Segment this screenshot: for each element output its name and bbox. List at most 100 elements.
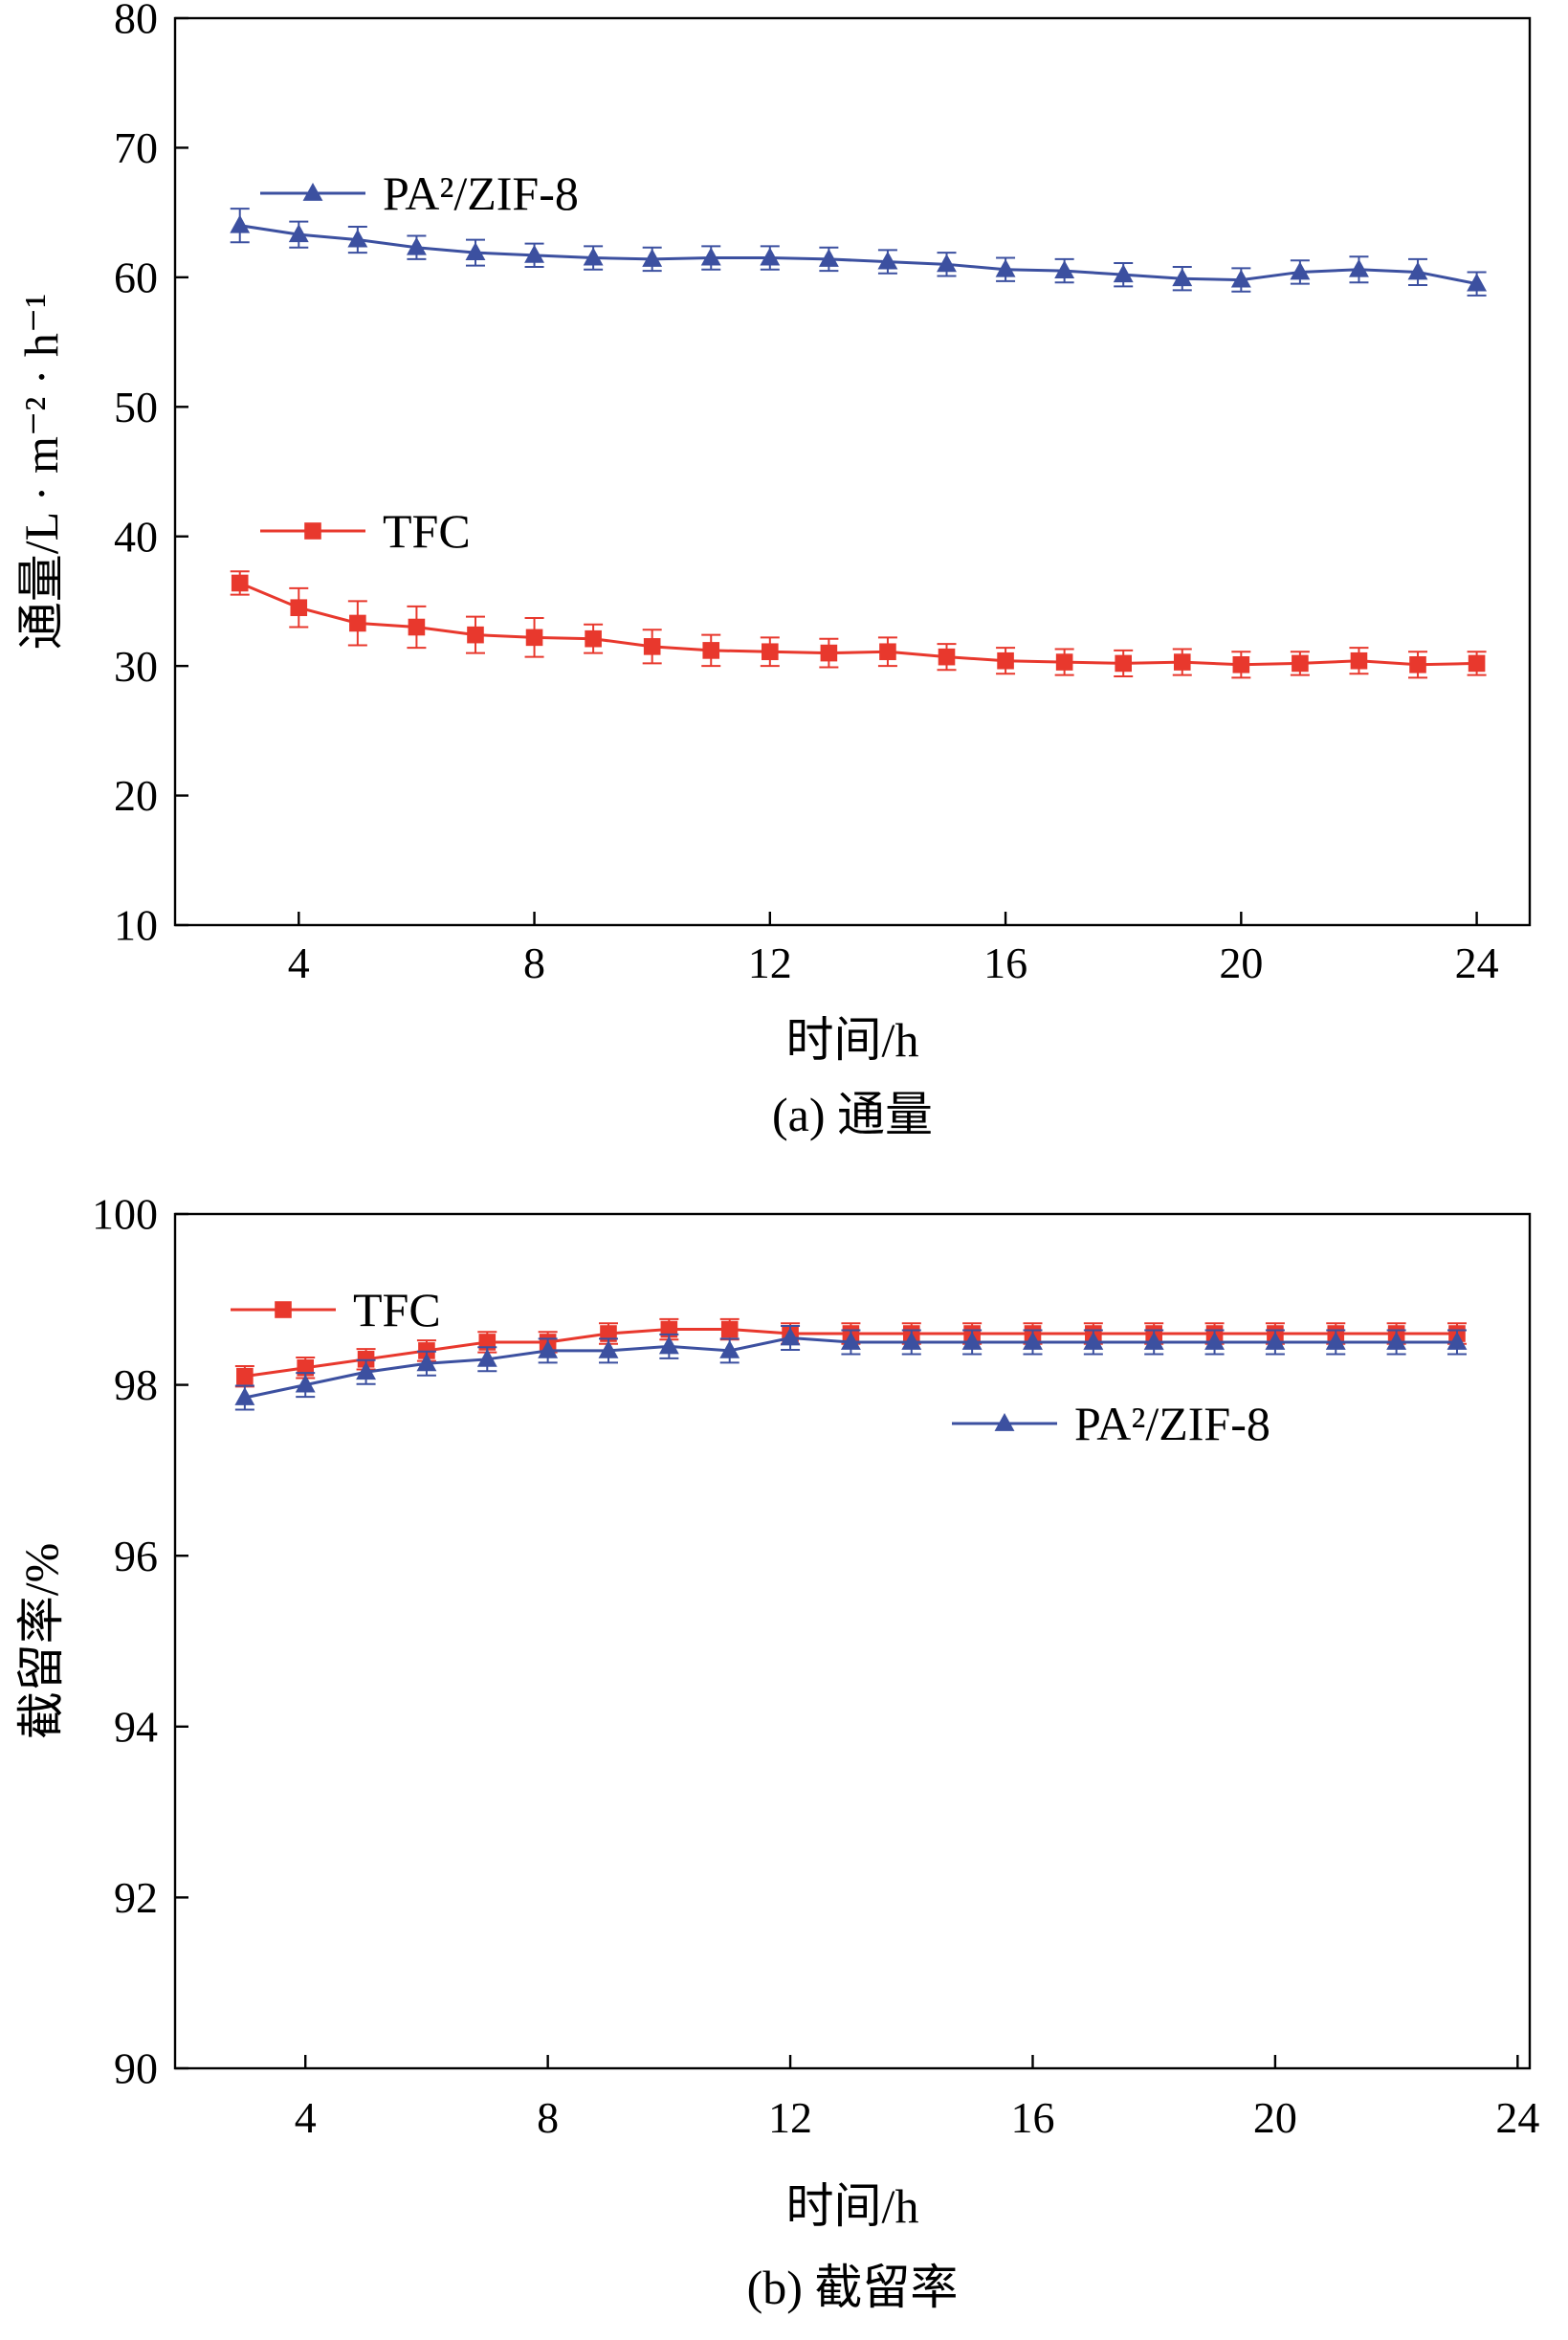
y-tick-label: 98 xyxy=(114,1360,158,1409)
square-marker xyxy=(1409,655,1426,673)
triangle-marker xyxy=(230,214,251,233)
triangle-marker xyxy=(356,1361,377,1380)
x-tick-label: 12 xyxy=(748,938,792,987)
triangle-marker xyxy=(302,183,323,201)
x-tick-label: 4 xyxy=(288,938,310,987)
data-line xyxy=(239,582,1477,667)
square-marker xyxy=(820,644,838,662)
triangle-marker xyxy=(1230,269,1251,288)
y-tick-label: 10 xyxy=(114,901,158,950)
triangle-marker xyxy=(1113,264,1134,283)
square-marker xyxy=(720,1320,739,1338)
triangle-marker xyxy=(1349,258,1369,277)
y-tick-label: 92 xyxy=(114,1873,158,1922)
square-marker xyxy=(236,1367,254,1385)
y-tick-label: 60 xyxy=(114,253,158,301)
square-marker xyxy=(231,574,249,592)
triangle-marker xyxy=(961,1331,983,1350)
square-marker xyxy=(1232,655,1250,673)
y-tick-label: 50 xyxy=(114,383,158,431)
plot-frame xyxy=(173,1212,1532,2070)
triangle-marker xyxy=(406,236,427,255)
triangle-marker xyxy=(476,1348,497,1367)
triangle-marker xyxy=(1083,1331,1104,1350)
x-tick-label: 24 xyxy=(1455,938,1499,987)
triangle-marker xyxy=(642,248,663,267)
y-tick-label: 80 xyxy=(114,0,158,43)
square-marker xyxy=(1173,653,1191,671)
x-tick-label: 12 xyxy=(768,2093,812,2142)
triangle-marker xyxy=(719,1339,740,1358)
triangle-marker xyxy=(818,248,839,267)
square-marker xyxy=(585,629,602,648)
triangle-marker xyxy=(994,1413,1015,1431)
triangle-marker xyxy=(524,244,544,263)
square-marker xyxy=(408,618,426,636)
legend-label: PA²/ZIF-8 xyxy=(1074,1397,1270,1450)
square-marker xyxy=(525,629,543,647)
square-marker xyxy=(290,599,308,616)
triangle-marker xyxy=(1143,1331,1164,1350)
triangle-marker xyxy=(901,1331,922,1350)
y-tick-label: 90 xyxy=(114,2044,158,2093)
chart-title: (b) 截留率 xyxy=(747,2261,959,2314)
flux-chart: 4 8 12 16 20 24 10 20 30 40 50 60 70 80 时间/h 通量/L · m⁻²… xyxy=(14,0,1532,1141)
triangle-marker xyxy=(1467,273,1488,292)
square-marker xyxy=(1055,653,1073,671)
square-marker xyxy=(938,648,956,666)
y-tick-label: 96 xyxy=(114,1532,158,1580)
square-marker xyxy=(643,638,661,655)
square-marker xyxy=(1350,651,1368,670)
square-marker xyxy=(467,626,484,644)
triangle-marker xyxy=(840,1331,861,1350)
y-tick-label: 30 xyxy=(114,642,158,691)
chart-title: (a) 通量 xyxy=(772,1088,933,1141)
x-axis-label: 时间/h xyxy=(786,1013,919,1067)
y-tick-label: 20 xyxy=(114,771,158,820)
x-tick-label: 8 xyxy=(523,938,545,987)
legend-label: TFC xyxy=(383,504,471,558)
square-marker xyxy=(304,522,321,540)
triangle-marker xyxy=(1054,260,1075,279)
x-tick-label: 16 xyxy=(983,938,1027,987)
x-tick-label: 4 xyxy=(295,2093,317,2142)
y-tick-label: 70 xyxy=(114,123,158,172)
x-tick-label: 20 xyxy=(1219,938,1263,987)
square-marker xyxy=(349,614,366,632)
square-marker xyxy=(1115,654,1132,673)
triangle-marker xyxy=(347,229,368,248)
triangle-marker xyxy=(995,258,1016,277)
plot-frame xyxy=(173,16,1532,927)
x-axis-label: 时间/h xyxy=(786,2179,919,2233)
y-tick-label: 100 xyxy=(92,1190,158,1239)
triangle-marker xyxy=(416,1353,437,1372)
x-tick-label: 8 xyxy=(537,2093,559,2142)
y-tick-label: 94 xyxy=(114,1702,158,1751)
triangle-marker xyxy=(1023,1331,1043,1350)
y-tick-label: 40 xyxy=(114,512,158,561)
rejection-chart: 4 8 12 16 20 24 90 92 94 96 98 100 时间/h 截留率/% (b) 截留率 T… xyxy=(14,1190,1539,2314)
triangle-marker xyxy=(1447,1331,1468,1350)
triangle-marker xyxy=(598,1339,619,1358)
triangle-marker xyxy=(1325,1331,1346,1350)
triangle-marker xyxy=(1204,1331,1226,1350)
triangle-marker xyxy=(1386,1331,1407,1350)
triangle-marker xyxy=(288,224,309,243)
triangle-marker xyxy=(1172,268,1193,287)
triangle-marker xyxy=(877,251,898,270)
x-tick-label: 16 xyxy=(1010,2093,1054,2142)
data-line xyxy=(239,224,1477,286)
y-axis-label: 通量/L · m⁻² · h⁻¹ xyxy=(14,294,68,651)
triangle-marker xyxy=(583,247,604,266)
square-marker xyxy=(997,651,1014,670)
triangle-marker xyxy=(295,1374,316,1393)
square-marker xyxy=(762,643,779,661)
legend-label: PA²/ZIF-8 xyxy=(383,166,579,220)
x-tick-label: 24 xyxy=(1495,2093,1539,2142)
triangle-marker xyxy=(780,1327,801,1346)
triangle-marker xyxy=(538,1339,559,1358)
triangle-marker xyxy=(700,247,721,266)
triangle-marker xyxy=(234,1386,255,1405)
legend-label: TFC xyxy=(353,1283,441,1336)
